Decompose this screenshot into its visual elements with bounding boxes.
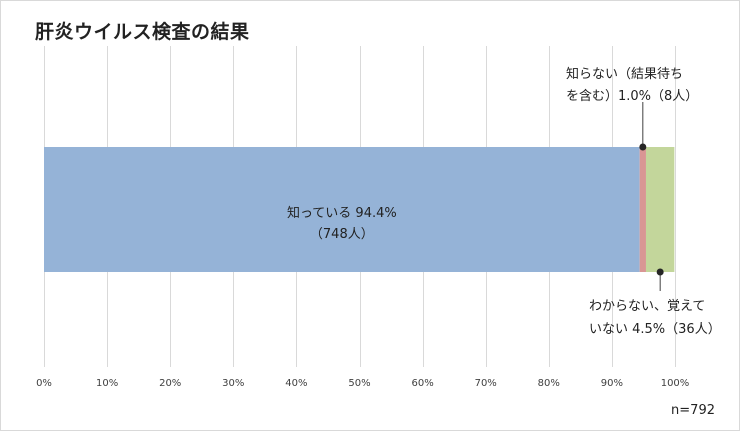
x-tick-label: 30%	[222, 378, 244, 389]
data-label: わからない、覚えて	[589, 299, 705, 314]
x-tick-label: 100%	[661, 378, 690, 389]
data-label: （748人）	[310, 227, 374, 242]
x-tick-label: 40%	[285, 378, 307, 389]
bar-segment-2	[639, 147, 646, 272]
x-tick-label: 80%	[538, 378, 560, 389]
x-tick-label: 0%	[36, 378, 52, 389]
x-tick-label: 50%	[348, 378, 370, 389]
x-tick-label: 60%	[411, 378, 433, 389]
x-tick-label: 90%	[601, 378, 623, 389]
bar-segment-1	[44, 147, 640, 272]
callout-dot	[639, 143, 647, 151]
bar-segment-3	[645, 147, 675, 272]
data-label: 知らない（結果待ち	[566, 66, 683, 82]
data-label: を含む）1.0%（8人）	[566, 88, 698, 104]
data-label: 知っている 94.4%	[287, 205, 397, 221]
x-tick-label: 20%	[159, 378, 181, 389]
chart-title: 肝炎ウイルス検査の結果	[35, 21, 250, 43]
sample-size-note: n=792	[671, 403, 715, 418]
callout-dot	[656, 268, 664, 276]
x-tick-label: 70%	[475, 378, 497, 389]
x-tick-label: 10%	[96, 378, 118, 389]
data-label: いない 4.5%（36人）	[589, 322, 721, 337]
